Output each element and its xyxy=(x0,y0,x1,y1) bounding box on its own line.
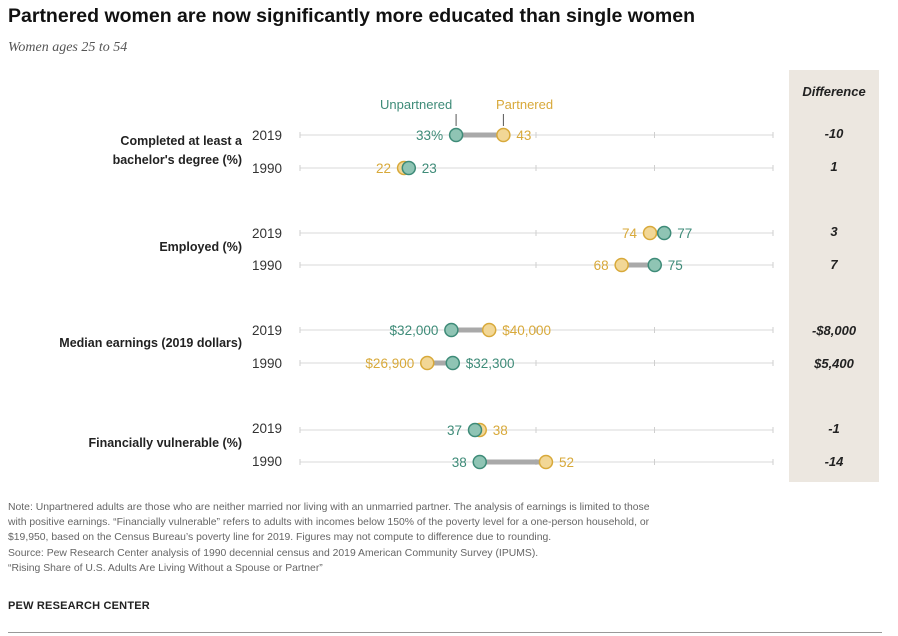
year-label: 2019 xyxy=(252,421,283,436)
partnered-data-label: 74 xyxy=(622,226,638,241)
partnered-data-label: 52 xyxy=(559,455,574,470)
unpartnered-dot xyxy=(656,225,672,241)
group-label-education: Completed at least a bachelor's degree (… xyxy=(113,132,242,170)
group-label-line: bachelor's degree (%) xyxy=(112,153,242,167)
partnered-data-label: 43 xyxy=(516,128,531,143)
unpartnered-data-label: 38 xyxy=(452,455,467,470)
partnered-data-label: $26,900 xyxy=(365,356,414,371)
unpartnered-data-label: 75 xyxy=(668,258,683,273)
difference-value: $5,400 xyxy=(814,356,854,371)
note-line: $19,950, based on the Census Bureau’s po… xyxy=(8,532,552,544)
note-line: Note: Unpartnered adults are those who a… xyxy=(8,502,650,513)
partnered-dot xyxy=(496,127,511,143)
group-label-vulnerable: Financially vulnerable (%) xyxy=(88,436,242,450)
year-label: 1990 xyxy=(252,258,283,273)
chart-title: Partnered women are now significantly mo… xyxy=(8,5,695,27)
year-label: 2019 xyxy=(252,323,283,338)
brand-label: PEW RESEARCH CENTER xyxy=(8,600,150,612)
legend-partnered: Partnered xyxy=(496,97,554,112)
note-line: Source: Pew Research Center analysis of … xyxy=(8,547,539,559)
chart-subtitle: Women ages 25 to 54 xyxy=(8,40,128,55)
unpartnered-data-label: 23 xyxy=(422,161,437,176)
year-label: 2019 xyxy=(252,226,283,241)
difference-header: Difference xyxy=(802,84,866,99)
unpartnered-dot xyxy=(448,127,464,143)
chart-notes: Note: Unpartnered adults are those who a… xyxy=(8,500,888,576)
note-line: with positive earnings. “Financially vul… xyxy=(8,517,650,529)
unpartnered-dot xyxy=(647,257,662,273)
unpartnered-dot xyxy=(444,322,459,338)
difference-value: -10 xyxy=(824,126,844,141)
partnered-dot xyxy=(481,322,497,338)
unpartnered-dot xyxy=(472,454,487,470)
partnered-dot xyxy=(419,355,435,371)
year-label: 1990 xyxy=(252,356,283,371)
unpartnered-dot xyxy=(445,355,461,371)
partnered-dot xyxy=(614,257,629,273)
note-line: “Rising Share of U.S. Adults Are Living … xyxy=(8,562,323,574)
footer-rule xyxy=(8,632,882,633)
unpartnered-dot xyxy=(401,160,417,176)
difference-value: -1 xyxy=(828,421,840,436)
unpartnered-data-label: 33% xyxy=(416,128,443,143)
difference-value: 1 xyxy=(830,159,838,174)
year-label: 1990 xyxy=(252,454,283,469)
unpartnered-data-label: $32,000 xyxy=(390,323,439,338)
partnered-data-label: 68 xyxy=(594,258,609,273)
difference-value: -14 xyxy=(824,454,844,469)
partnered-dot xyxy=(642,225,658,241)
unpartnered-data-label: $32,300 xyxy=(466,356,515,371)
partnered-data-label: $40,000 xyxy=(502,323,551,338)
year-label: 1990 xyxy=(252,161,283,176)
partnered-data-label: 38 xyxy=(493,423,508,438)
unpartnered-data-label: 77 xyxy=(677,226,692,241)
difference-value: 3 xyxy=(830,224,838,239)
legend-unpartnered: Unpartnered xyxy=(380,97,453,112)
difference-column-background xyxy=(789,70,879,482)
partnered-dot xyxy=(538,454,554,470)
difference-value: -$8,000 xyxy=(811,323,857,338)
partnered-data-label: 22 xyxy=(376,161,391,176)
dumbbell-plot: 33% 43 23 22 77 74 75 68 $32,000 $40,000 $32,300 $2… xyxy=(299,114,774,470)
group-label-earnings: Median earnings (2019 dollars) xyxy=(59,336,242,350)
unpartnered-data-label: 37 xyxy=(447,423,462,438)
unpartnered-dot xyxy=(467,422,483,438)
difference-value: 7 xyxy=(830,257,838,272)
group-label-line: Completed at least a xyxy=(120,134,242,148)
year-label: 2019 xyxy=(252,128,283,143)
group-label-employed: Employed (%) xyxy=(159,240,242,254)
